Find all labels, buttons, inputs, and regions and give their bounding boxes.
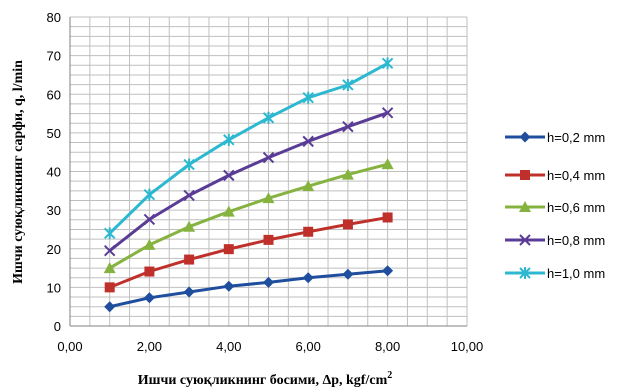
data-point — [302, 135, 314, 148]
data-point — [262, 111, 275, 124]
data-point — [143, 188, 156, 201]
legend-label: h=0,4 mm — [547, 168, 605, 183]
y-tick-label: 50 — [47, 126, 61, 141]
data-point — [223, 280, 235, 292]
data-point — [342, 268, 354, 280]
x-tick-label: 8,00 — [375, 339, 400, 354]
data-point — [263, 234, 274, 245]
data-point — [103, 244, 116, 257]
legend-entry: h=0,2 mm — [505, 130, 605, 145]
data-point — [519, 234, 531, 246]
x-tick-label: 2,00 — [137, 339, 162, 354]
data-point — [103, 227, 116, 240]
series-h=0,6 mm — [103, 158, 394, 274]
data-point — [183, 220, 196, 232]
y-tick-label: 10 — [47, 280, 61, 295]
data-point — [382, 212, 393, 223]
legend-label: h=1,0 mm — [547, 266, 605, 281]
data-point — [223, 133, 235, 146]
data-point — [262, 151, 275, 164]
data-point — [222, 205, 235, 217]
legend-entry: h=0,6 mm — [505, 200, 605, 215]
data-point — [183, 286, 195, 298]
data-point — [519, 201, 531, 212]
series-line — [109, 269, 388, 309]
legend-label: h=0,8 mm — [547, 233, 605, 248]
data-point — [382, 265, 394, 277]
y-axis-title: Ишчи суюқликнинг сарфи, q, l/min — [11, 60, 26, 284]
series-line — [108, 162, 388, 270]
data-point — [520, 170, 530, 180]
data-point — [341, 168, 354, 180]
axes — [69, 17, 467, 327]
data-point — [223, 244, 234, 255]
series-line — [108, 111, 389, 252]
x-axis-title: Ишчи суюқликнинг босими, Δp, kgf/cm2 — [138, 370, 392, 388]
legend-entry: h=0,4 mm — [505, 168, 605, 183]
data-point — [223, 169, 235, 182]
data-point — [342, 219, 353, 230]
data-point — [302, 272, 314, 284]
series-h=0,2 mm — [104, 265, 394, 313]
data-point — [519, 131, 531, 143]
data-point — [381, 57, 394, 70]
legend: h=0,2 mm h=0,4 mm h=0,6 mm h=0,8 mm h=1,0 mm — [505, 130, 605, 281]
x-tick-label: 10,00 — [451, 339, 484, 354]
y-tick-label: 40 — [47, 165, 61, 180]
y-tick-label: 70 — [47, 49, 61, 64]
series-h=0,4 mm — [104, 212, 393, 293]
data-point — [143, 292, 155, 304]
data-point — [381, 107, 394, 119]
series-h=0,8 mm — [103, 107, 394, 257]
y-tick-label: 30 — [47, 203, 61, 218]
y-tick-labels: 0 10 20 30 40 50 60 70 80 — [47, 10, 61, 334]
data-point — [104, 301, 116, 313]
legend-entry: h=0,8 mm — [505, 233, 605, 248]
data-point — [143, 238, 156, 250]
x-tick-label: 4,00 — [216, 339, 241, 354]
data-point — [262, 192, 275, 204]
data-point — [342, 120, 354, 133]
x-tick-labels: 0,00 2,00 4,00 6,00 8,00 10,00 — [57, 339, 483, 354]
series-h=1,0 mm — [103, 57, 394, 240]
data-point — [104, 282, 115, 293]
y-tick-label: 80 — [47, 10, 61, 25]
data-point — [519, 267, 531, 279]
series-line — [109, 216, 388, 289]
y-tick-label: 20 — [47, 242, 61, 257]
x-tick-label: 6,00 — [296, 339, 321, 354]
y-tick-label: 0 — [54, 319, 61, 334]
legend-label: h=0,2 mm — [547, 130, 605, 145]
data-point — [263, 276, 274, 288]
x-tick-label: 0,00 — [57, 339, 82, 354]
data-point — [302, 91, 314, 104]
data-point — [183, 189, 195, 202]
data-point — [183, 158, 195, 171]
data-point — [144, 266, 155, 277]
data-point — [342, 78, 354, 91]
data-point — [143, 213, 156, 226]
legend-label: h=0,6 mm — [547, 200, 605, 215]
series-group — [103, 57, 394, 313]
data-point — [184, 254, 195, 265]
x-axis-title-superscript: 2 — [387, 370, 392, 381]
data-point — [303, 226, 314, 237]
data-point — [103, 262, 116, 274]
x-axis-title-text: Ишчи суюқликнинг босими, Δp, kgf/cm — [138, 373, 388, 388]
data-point — [302, 180, 315, 192]
series-line — [108, 62, 389, 235]
legend-entry: h=1,0 mm — [505, 266, 605, 281]
data-point — [381, 158, 394, 170]
y-tick-label: 60 — [47, 87, 61, 102]
